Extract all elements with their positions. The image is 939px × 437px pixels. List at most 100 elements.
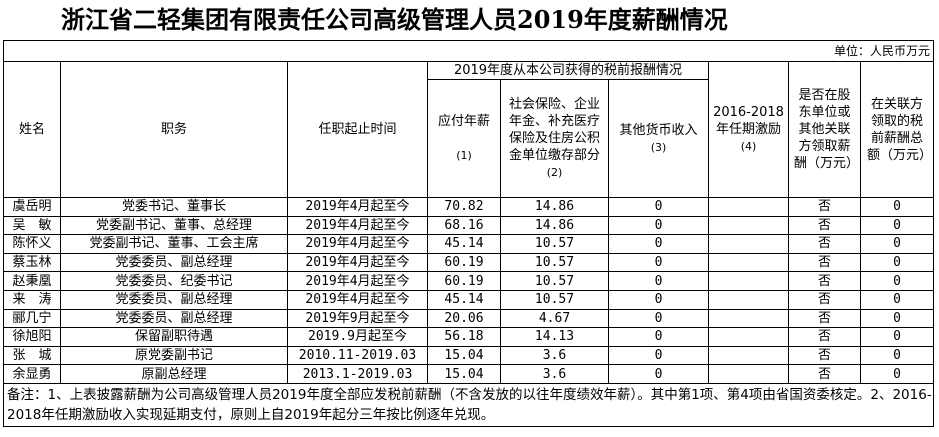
cell-tenure: 2019年4月起至今 xyxy=(287,234,428,254)
incentive-no: (4) xyxy=(740,140,757,153)
cell-insurance: 14.86 xyxy=(500,215,609,236)
cell-incentive xyxy=(708,197,789,217)
cell-incentive xyxy=(708,234,789,254)
cell-related-total: 0 xyxy=(859,308,935,329)
cell-other: 0 xyxy=(608,234,709,254)
cell-name: 虞岳明 xyxy=(3,197,61,217)
cell-other: 0 xyxy=(608,308,709,329)
table-row: 张 城原党委副书记 2010.11-2019.03 15.04 3.6 0 否 0 xyxy=(3,345,935,366)
header-related: 是否在股东单位或其他关联方领取薪酬（万元） xyxy=(788,61,861,198)
cell-related: 否 xyxy=(788,327,861,347)
cell-position: 党委委员、纪委书记 xyxy=(60,271,288,291)
unit-label: 单位：人民币万元 xyxy=(2,40,935,62)
other-label: 其他货币收入 xyxy=(619,122,698,138)
cell-name: 来 涛 xyxy=(3,289,61,310)
cell-incentive xyxy=(708,345,789,366)
cell-salary: 60.19 xyxy=(427,271,501,291)
header-group: 2019年度从本公司获得的税前报酬情况 xyxy=(427,61,709,80)
header-other: 其他货币收入 (3) xyxy=(608,79,709,198)
cell-other: 0 xyxy=(608,364,709,384)
cell-tenure: 2019年9月起至今 xyxy=(287,308,428,329)
cell-insurance: 10.57 xyxy=(500,234,609,254)
cell-other: 0 xyxy=(608,345,709,366)
table-row: 虞岳明 党委书记、董事长 2019年4月起至今 70.82 14.86 0 否 0 xyxy=(3,197,935,217)
cell-incentive xyxy=(708,308,789,329)
cell-insurance: 10.57 xyxy=(500,271,609,291)
cell-incentive xyxy=(708,327,789,347)
cell-position: 原副总经理 xyxy=(60,364,288,384)
header-insurance: 社会保险、企业年金、补充医疗保险及住房公积金单位缴存部分 (2) xyxy=(500,79,609,198)
cell-name: 郦几宁 xyxy=(3,308,61,329)
page-title: 浙江省二轻集团有限责任公司高级管理人员2019年度薪酬情况 xyxy=(61,5,728,34)
header-tenure: 任职起止时间 xyxy=(287,61,428,198)
table-row: 蔡玉林 党委委员、副总经理 2019年4月起至今 60.19 10.57 0 否 0 xyxy=(3,252,935,273)
table-row: 来 涛党委委员、副总经理 2019年4月起至今 45.14 10.57 0 否 0 xyxy=(3,289,935,310)
cell-other: 0 xyxy=(608,252,709,273)
cell-insurance: 14.86 xyxy=(500,197,609,217)
table-row: 徐旭阳 保留副职待遇 2019.9月起至今 56.18 14.13 0 否 0 xyxy=(3,327,935,347)
other-no: (3) xyxy=(650,140,667,154)
cell-related: 否 xyxy=(788,252,861,273)
cell-related: 否 xyxy=(788,271,861,291)
cell-related: 否 xyxy=(788,345,861,366)
cell-position: 党委副书记、董事、总经理 xyxy=(60,215,288,236)
footnote: 备注：1、上表披露薪酬为公司高级管理人员2019年度全部应发税前薪酬（不含发放的… xyxy=(2,382,935,427)
cell-salary: 68.16 xyxy=(427,215,501,236)
cell-salary: 45.14 xyxy=(427,289,501,310)
header-related-total: 在关联方领取的税前薪酬总额（万元） xyxy=(859,61,935,198)
cell-related-total: 0 xyxy=(859,364,935,384)
cell-insurance: 10.57 xyxy=(500,252,609,273)
cell-name: 赵秉凰 xyxy=(3,271,61,291)
cell-incentive xyxy=(708,271,789,291)
header-name: 姓名 xyxy=(3,61,61,198)
cell-position: 党委副书记、董事、工会主席 xyxy=(60,234,288,254)
table-row: 赵秉凰 党委委员、纪委书记 2019年4月起至今 60.19 10.57 0 否 0 xyxy=(3,271,935,291)
header-incentive: 2016-2018年任期激励 (4) xyxy=(708,61,789,198)
cell-position: 原党委副书记 xyxy=(60,345,288,366)
cell-insurance: 14.13 xyxy=(500,327,609,347)
table-row: 余显勇 原副总经理 2013.1-2019.03 15.04 3.6 0 否 0 xyxy=(3,364,935,384)
cell-tenure: 2019.9月起至今 xyxy=(287,327,428,347)
cell-tenure: 2019年4月起至今 xyxy=(287,271,428,291)
cell-salary: 56.18 xyxy=(427,327,501,347)
cell-name: 张 城 xyxy=(3,345,61,366)
cell-related: 否 xyxy=(788,289,861,310)
cell-tenure: 2019年4月起至今 xyxy=(287,197,428,217)
header-salary: 应付年薪 (1) xyxy=(427,79,501,198)
cell-related: 否 xyxy=(788,308,861,329)
incentive-label: 2016-2018年任期激励 xyxy=(713,105,784,137)
cell-tenure: 2019年4月起至今 xyxy=(287,289,428,310)
cell-position: 保留副职待遇 xyxy=(60,327,288,347)
cell-other: 0 xyxy=(608,327,709,347)
cell-tenure: 2013.1-2019.03 xyxy=(287,364,428,384)
cell-insurance: 3.6 xyxy=(500,345,609,366)
insurance-no: (2) xyxy=(546,166,563,179)
cell-position: 党委委员、副总经理 xyxy=(60,308,288,329)
cell-related: 否 xyxy=(788,197,861,217)
cell-related: 否 xyxy=(788,215,861,236)
cell-insurance: 4.67 xyxy=(500,308,609,329)
cell-incentive xyxy=(708,215,789,236)
cell-salary: 60.19 xyxy=(427,252,501,273)
salary-label: 应付年薪 xyxy=(437,114,490,129)
cell-name: 吴 敏 xyxy=(3,215,61,236)
table-row: 陈怀义 党委副书记、董事、工会主席 2019年4月起至今 45.14 10.57 0 否 0 xyxy=(3,234,935,254)
cell-salary: 15.04 xyxy=(427,345,501,366)
cell-related: 否 xyxy=(788,364,861,384)
table-row: 吴 敏党委副书记、董事、总经理 2019年4月起至今 68.16 14.86 0 否 0 xyxy=(3,215,935,236)
cell-name: 余显勇 xyxy=(3,364,61,384)
table-row: 郦几宁 党委委员、副总经理 2019年9月起至今 20.06 4.67 0 否 0 xyxy=(3,308,935,329)
cell-insurance: 10.57 xyxy=(500,289,609,310)
cell-other: 0 xyxy=(608,197,709,217)
cell-related-total: 0 xyxy=(859,252,935,273)
cell-other: 0 xyxy=(608,271,709,291)
cell-tenure: 2010.11-2019.03 xyxy=(287,345,428,366)
cell-insurance: 3.6 xyxy=(500,364,609,384)
cell-related-total: 0 xyxy=(859,327,935,347)
cell-incentive xyxy=(708,364,789,384)
cell-position: 党委委员、副总经理 xyxy=(60,289,288,310)
cell-incentive xyxy=(708,252,789,273)
cell-salary: 45.14 xyxy=(427,234,501,254)
salary-table: 单位：人民币万元 姓名 职务 任职起止时间 2019年度从本公司获得的税前报酬情… xyxy=(2,40,935,427)
header-position: 职务 xyxy=(60,61,288,198)
